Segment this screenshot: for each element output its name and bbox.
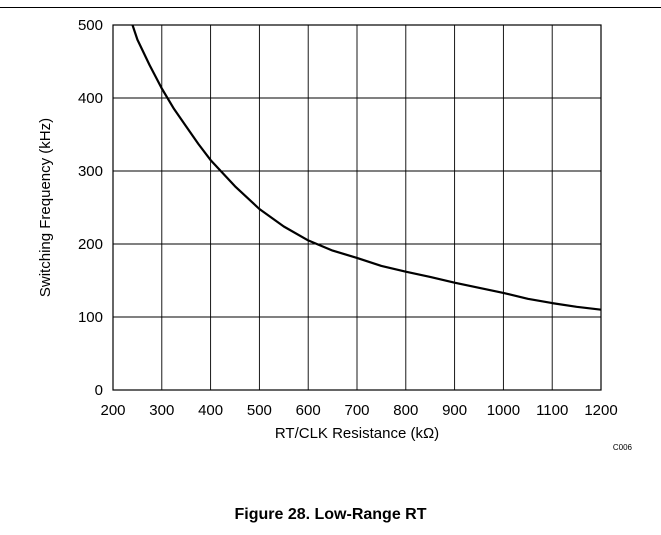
grid bbox=[112, 24, 602, 391]
x-axis-label: RT/CLK Resistance (kΩ) bbox=[275, 425, 439, 442]
switching-frequency-chart: 200 300 400 500 600 700 800 900 1000 1100 1200 0 100… bbox=[37, 17, 633, 452]
y-tick-label: 400 bbox=[78, 90, 103, 107]
x-tick-label: 1200 bbox=[584, 402, 617, 419]
y-tick-label: 300 bbox=[78, 163, 103, 180]
x-tick-label: 800 bbox=[393, 402, 418, 419]
series-layer bbox=[131, 24, 602, 311]
plot-frame bbox=[112, 24, 602, 391]
figure-code-label: C006 bbox=[613, 443, 633, 452]
y-axis-label: Switching Frequency (kHz) bbox=[37, 118, 54, 297]
y-tick-label: 100 bbox=[78, 309, 103, 326]
x-tick-label: 400 bbox=[198, 402, 223, 419]
x-tick-label: 900 bbox=[442, 402, 467, 419]
series-line bbox=[131, 24, 602, 311]
x-tick-label: 1100 bbox=[536, 402, 568, 419]
x-tick-label: 300 bbox=[149, 402, 174, 419]
x-tick-label: 500 bbox=[247, 402, 272, 419]
y-tick-label: 500 bbox=[78, 17, 103, 34]
figure-caption: Figure 28. Low-Range RT bbox=[234, 506, 427, 523]
tick-labels: 200 300 400 500 600 700 800 900 1000 1100 1200 0 100… bbox=[78, 17, 618, 419]
top-divider bbox=[0, 7, 661, 8]
y-tick-label: 0 bbox=[95, 382, 103, 399]
y-tick-label: 200 bbox=[78, 236, 103, 253]
x-tick-label: 700 bbox=[344, 402, 369, 419]
x-tick-label: 1000 bbox=[487, 402, 520, 419]
x-tick-label: 600 bbox=[296, 402, 321, 419]
x-tick-label: 200 bbox=[100, 402, 125, 419]
